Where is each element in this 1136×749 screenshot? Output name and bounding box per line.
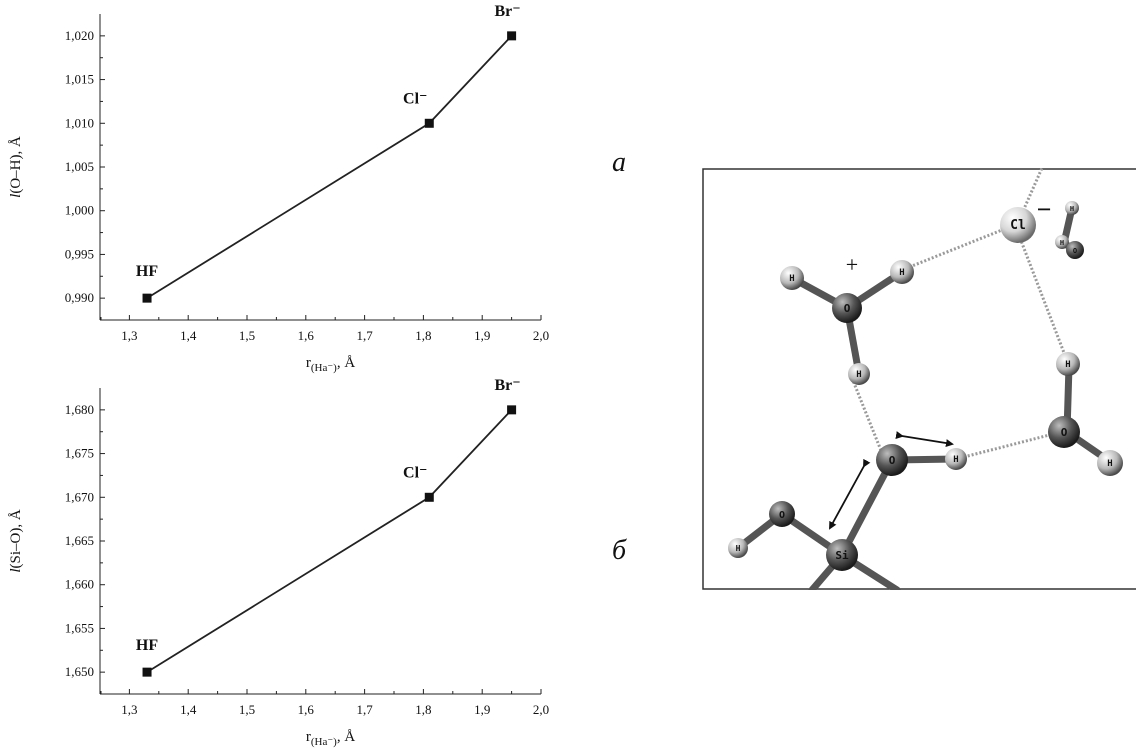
atom-h-3: H — [848, 363, 870, 385]
y-tick-label: 1,650 — [65, 664, 94, 679]
y-tick-label: 1,000 — [65, 203, 94, 218]
point-label: Br⁻ — [494, 3, 520, 20]
atom-o-3: O — [1048, 416, 1080, 448]
svg-text:H: H — [856, 370, 861, 380]
y-tick-label: 1,010 — [65, 115, 94, 130]
molecular-structure: H O H H Cl H H O H O H H O H O Si + − — [702, 168, 1136, 590]
x-tick-label: 1,3 — [121, 328, 137, 343]
x-tick-label: 1,4 — [180, 702, 197, 717]
x-tick-label: 1,7 — [356, 702, 373, 717]
y-tick-label: 1,005 — [65, 159, 94, 174]
atom-o-5: O — [769, 501, 795, 527]
x-tick-label: 1,8 — [415, 702, 431, 717]
y-axis-label: l(Si–O), Å — [8, 509, 24, 573]
svg-text:O: O — [1061, 426, 1068, 439]
data-point — [507, 405, 517, 415]
atom-h-2: H — [890, 260, 914, 284]
svg-text:H: H — [736, 544, 741, 553]
svg-text:O: O — [779, 510, 785, 521]
data-point — [507, 31, 517, 41]
atom-si: Si — [826, 539, 858, 571]
y-tick-label: 0,995 — [65, 246, 94, 261]
data-point — [142, 293, 152, 303]
svg-text:H: H — [953, 455, 958, 465]
atom-cl: Cl — [1000, 207, 1036, 243]
panel-label-b: б — [612, 535, 627, 566]
sio-stretch-arrow — [829, 458, 871, 530]
x-axis-label: r(Ha⁻), Å — [306, 355, 355, 374]
series-line — [146, 35, 513, 299]
atom-o-2: O — [1066, 241, 1084, 259]
svg-text:Si: Si — [835, 549, 849, 562]
atom-h-9: H — [728, 538, 748, 558]
svg-text:Cl: Cl — [1010, 218, 1026, 233]
point-label: Cl⁻ — [403, 90, 427, 107]
y-tick-label: 1,015 — [65, 72, 94, 87]
atom-h-1: H — [780, 266, 804, 290]
point-label: Br⁻ — [494, 377, 520, 394]
x-tick-label: 1,5 — [239, 328, 255, 343]
plus-charge: + — [846, 252, 858, 277]
x-tick-label: 1,9 — [474, 702, 490, 717]
svg-text:O: O — [1073, 247, 1077, 255]
x-axis-label: r(Ha⁻), Å — [306, 729, 355, 748]
y-tick-label: 1,020 — [65, 28, 94, 43]
oh-stretch-arrow — [895, 431, 954, 448]
y-axis-label: l(O–H), Å — [8, 136, 24, 198]
panel-label-a: а — [612, 147, 626, 178]
x-tick-label: 1,3 — [121, 702, 137, 717]
x-tick-label: 1,5 — [239, 702, 255, 717]
y-tick-label: 1,660 — [65, 577, 94, 592]
y-tick-label: 0,990 — [65, 290, 94, 305]
x-tick-label: 1,9 — [474, 328, 490, 343]
x-tick-label: 1,7 — [356, 328, 373, 343]
minus-charge: − — [1037, 195, 1052, 224]
svg-text:O: O — [889, 454, 896, 467]
atom-h-7: H — [1097, 450, 1123, 476]
data-point — [424, 492, 434, 502]
svg-text:H: H — [1060, 239, 1064, 247]
point-label: HF — [136, 263, 158, 280]
svg-text:H: H — [1070, 205, 1074, 213]
svg-text:H: H — [1065, 360, 1070, 370]
svg-text:H: H — [1107, 459, 1112, 469]
data-point — [424, 118, 434, 128]
atom-o-1: O — [832, 293, 862, 323]
y-tick-label: 1,670 — [65, 489, 94, 504]
atom-h-4: H — [1065, 201, 1079, 215]
svg-text:O: O — [844, 302, 851, 315]
x-tick-label: 1,4 — [180, 328, 197, 343]
point-label: HF — [136, 637, 158, 654]
atom-o-4: O — [876, 444, 908, 476]
x-tick-label: 1,6 — [298, 328, 315, 343]
data-point — [142, 667, 152, 677]
svg-text:H: H — [789, 274, 794, 284]
point-label: Cl⁻ — [403, 464, 427, 481]
atom-h-5: H — [1055, 235, 1069, 249]
x-tick-label: 2,0 — [533, 702, 549, 717]
svg-text:H: H — [899, 268, 904, 278]
chart-bottom: 1,650 1,655 1,660 1,665 1,670 1,675 1,680 1,3 1,… — [8, 377, 549, 748]
y-tick-label: 1,665 — [65, 533, 94, 548]
x-tick-label: 1,6 — [298, 702, 315, 717]
series-line — [146, 409, 513, 673]
y-tick-label: 1,655 — [65, 620, 94, 635]
y-tick-label: 1,680 — [65, 402, 94, 417]
atoms: H O H H Cl H H O H O H H O H O Si — [728, 201, 1123, 571]
atom-h-8: H — [945, 448, 967, 470]
x-tick-label: 1,8 — [415, 328, 431, 343]
x-tick-label: 2,0 — [533, 328, 549, 343]
y-tick-label: 1,675 — [65, 446, 94, 461]
chart-top: 0,990 0,995 1,000 1,005 1,010 1,015 1,020 1,3 1,… — [8, 3, 549, 374]
atom-h-6: H — [1056, 352, 1080, 376]
